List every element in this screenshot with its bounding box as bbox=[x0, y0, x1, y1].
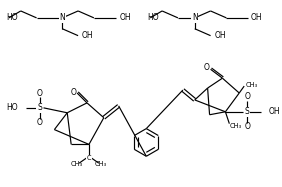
Text: O: O bbox=[70, 88, 76, 96]
Text: OH: OH bbox=[251, 13, 263, 22]
Text: O: O bbox=[37, 88, 43, 97]
Text: CH₃: CH₃ bbox=[95, 161, 107, 167]
Text: S: S bbox=[245, 107, 250, 116]
Text: N: N bbox=[192, 13, 198, 22]
Text: CH₃: CH₃ bbox=[71, 161, 83, 167]
Text: O: O bbox=[244, 122, 250, 131]
Text: HO: HO bbox=[6, 13, 17, 22]
Text: OH: OH bbox=[82, 31, 94, 40]
Text: HO: HO bbox=[147, 13, 159, 22]
Text: O: O bbox=[37, 118, 43, 127]
Text: CH₃: CH₃ bbox=[229, 123, 241, 129]
Text: O: O bbox=[204, 63, 210, 72]
Text: OH: OH bbox=[215, 31, 226, 40]
Text: OH: OH bbox=[269, 107, 281, 116]
Text: S: S bbox=[37, 103, 42, 112]
Text: CH₃: CH₃ bbox=[245, 82, 257, 88]
Text: O: O bbox=[244, 92, 250, 102]
Text: OH: OH bbox=[120, 13, 131, 22]
Text: HO: HO bbox=[6, 103, 18, 112]
Text: C: C bbox=[87, 155, 91, 161]
Text: N: N bbox=[60, 13, 65, 22]
